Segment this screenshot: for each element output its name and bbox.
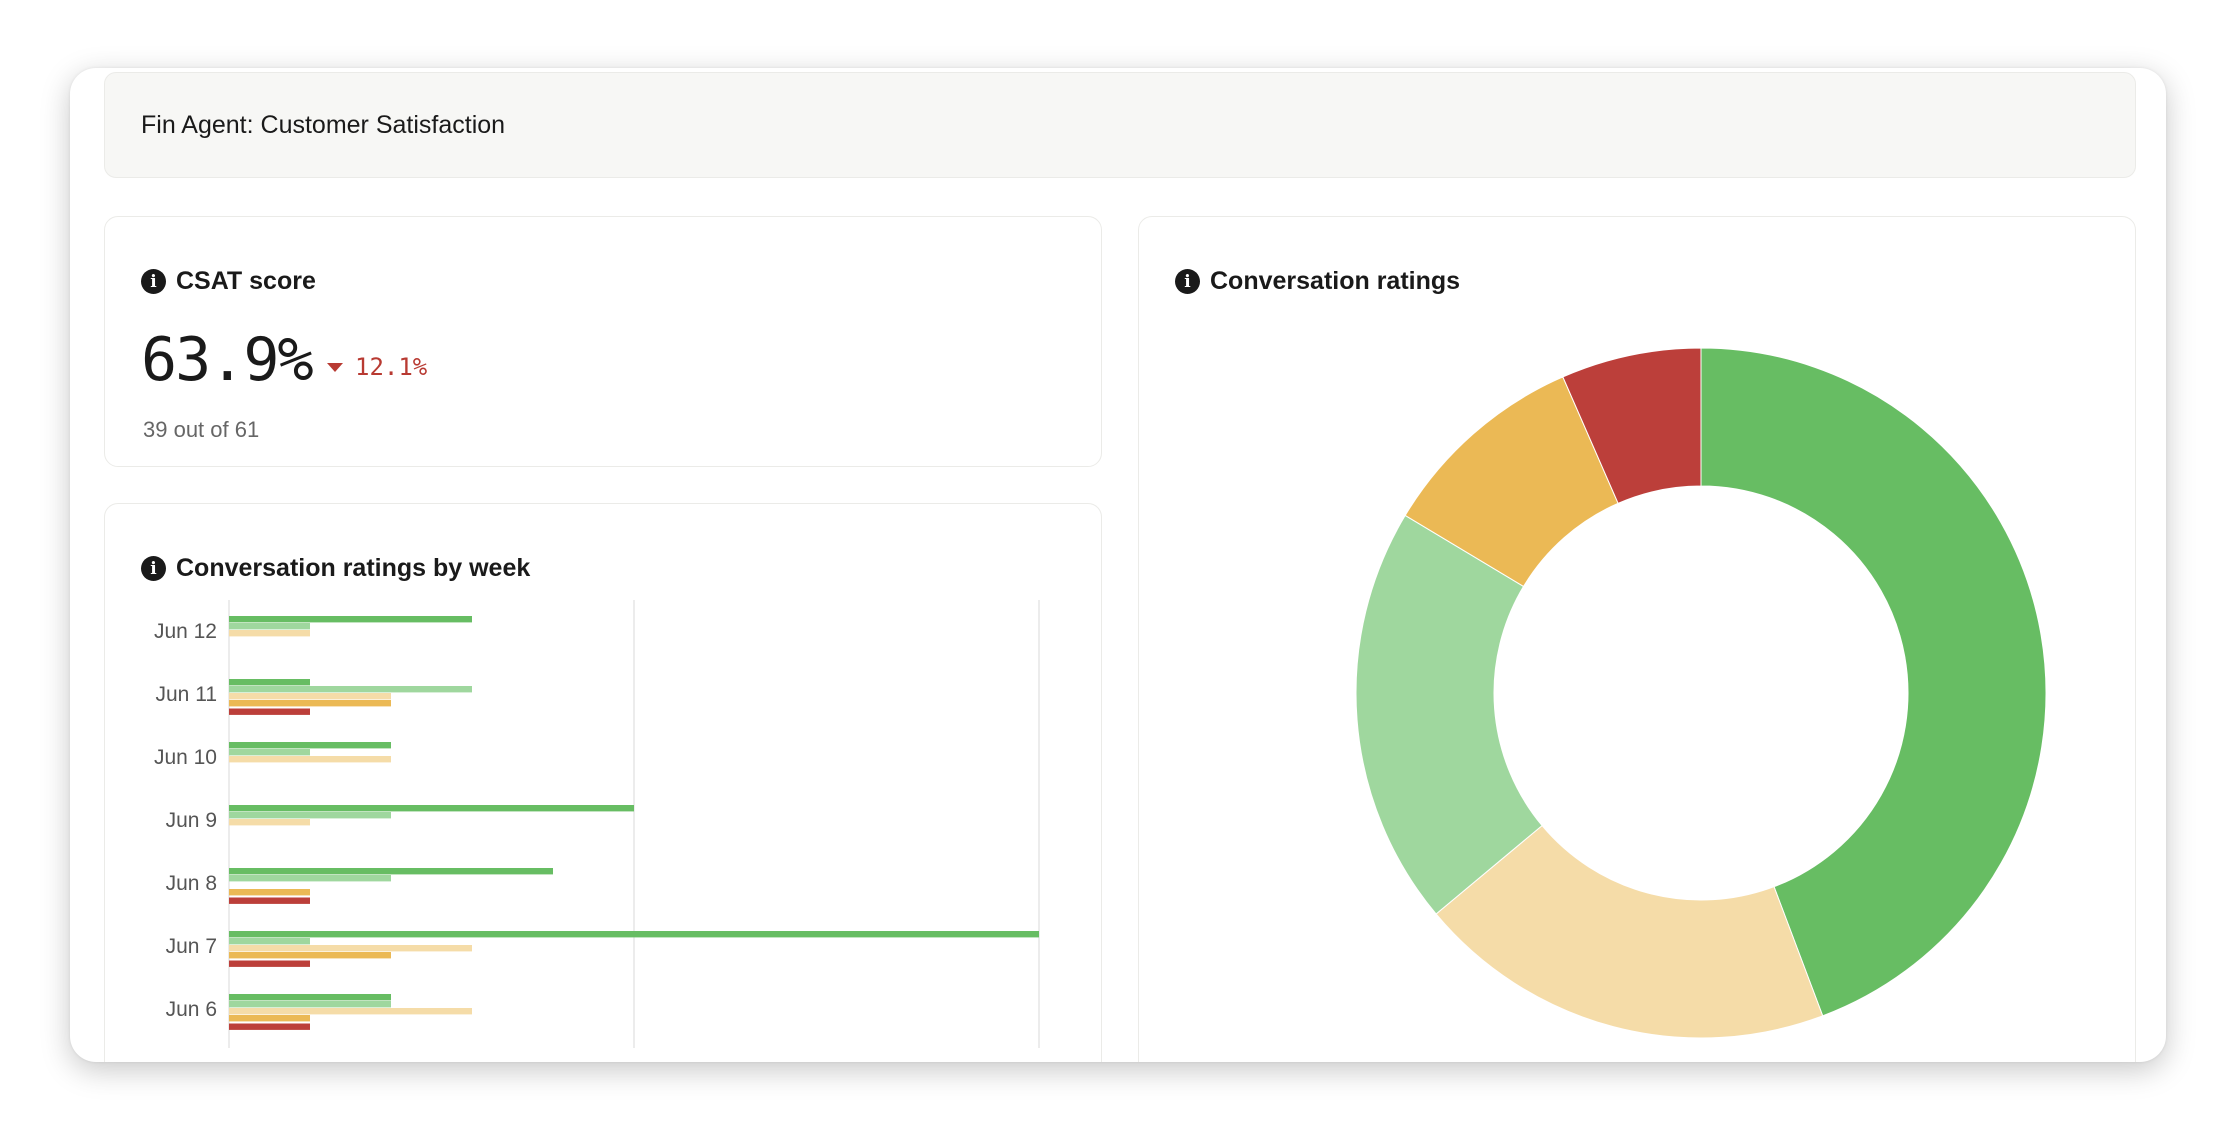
tick-label: Jun 9 bbox=[166, 809, 217, 832]
bar bbox=[229, 875, 391, 882]
bar bbox=[229, 994, 391, 1001]
bar bbox=[229, 1001, 391, 1008]
bar bbox=[229, 889, 310, 896]
tick-label: Jun 6 bbox=[166, 998, 217, 1021]
ratings-title: i Conversation ratings bbox=[1175, 267, 1460, 296]
bar bbox=[229, 742, 391, 749]
donut-slice bbox=[1435, 824, 1824, 1039]
tick-label: Jun 12 bbox=[154, 620, 217, 643]
bar bbox=[229, 938, 310, 945]
bar bbox=[229, 693, 391, 700]
weekly-title-text: Conversation ratings by week bbox=[176, 554, 531, 582]
ratings-title-text: Conversation ratings bbox=[1210, 267, 1461, 295]
bar bbox=[229, 1015, 310, 1022]
csat-delta-value: 12.1% bbox=[355, 353, 428, 381]
report-title: Fin Agent: Customer Satisfaction bbox=[141, 111, 506, 139]
tick-label: Jun 10 bbox=[154, 746, 217, 769]
bar bbox=[229, 805, 634, 812]
tick-label: Jun 7 bbox=[166, 935, 217, 958]
bar bbox=[229, 960, 310, 967]
bar bbox=[229, 679, 310, 686]
report-header: Fin Agent: Customer Satisfaction bbox=[104, 72, 2136, 178]
bar bbox=[229, 819, 310, 826]
arrow-down-icon bbox=[327, 362, 343, 372]
donut-slice bbox=[1700, 347, 2047, 1017]
weekly-bar-chart: Jun 12 Jun 11 Jun 10 Jun 9 Jun 8 Jun 7 Jun 6 bbox=[154, 600, 1040, 1048]
bar bbox=[229, 1023, 310, 1030]
info-icon[interactable]: i bbox=[1175, 269, 1200, 294]
csat-value: 63.9% bbox=[141, 325, 314, 395]
csat-card: i CSAT score 63.9% 12.1% 39 out of 61 bbox=[104, 216, 1102, 467]
dashboard-panel: Fin Agent: Customer Satisfaction i CSAT … bbox=[70, 68, 2166, 1062]
bar bbox=[229, 749, 310, 756]
bar bbox=[229, 616, 472, 623]
csat-delta: 12.1% bbox=[327, 353, 427, 381]
info-icon[interactable]: i bbox=[141, 269, 166, 294]
bar bbox=[229, 1008, 472, 1015]
bar bbox=[229, 686, 472, 693]
ratings-card: i Conversation ratings bbox=[1138, 216, 2136, 1062]
bar bbox=[229, 812, 391, 819]
tick-label: Jun 8 bbox=[166, 872, 217, 895]
bar bbox=[229, 756, 391, 763]
bar bbox=[229, 931, 1039, 938]
csat-title: i CSAT score bbox=[141, 267, 316, 296]
bar bbox=[229, 623, 310, 630]
bar bbox=[229, 952, 391, 959]
bar bbox=[229, 700, 391, 707]
bar bbox=[229, 630, 310, 637]
ratings-donut-chart bbox=[1355, 347, 2047, 1039]
bar bbox=[229, 708, 310, 715]
weekly-ratings-card: i Conversation ratings by week Jun 12 Jun… bbox=[104, 503, 1102, 1062]
csat-title-text: CSAT score bbox=[176, 267, 316, 295]
bar bbox=[229, 868, 553, 875]
bar bbox=[229, 897, 310, 904]
donut-slice bbox=[1562, 347, 1702, 504]
info-icon[interactable]: i bbox=[141, 556, 166, 581]
tick-label: Jun 11 bbox=[156, 683, 218, 706]
csat-detail: 39 out of 61 bbox=[143, 417, 260, 442]
weekly-title: i Conversation ratings by week bbox=[141, 554, 530, 583]
donut-slice bbox=[1355, 514, 1543, 915]
bar bbox=[229, 945, 472, 952]
